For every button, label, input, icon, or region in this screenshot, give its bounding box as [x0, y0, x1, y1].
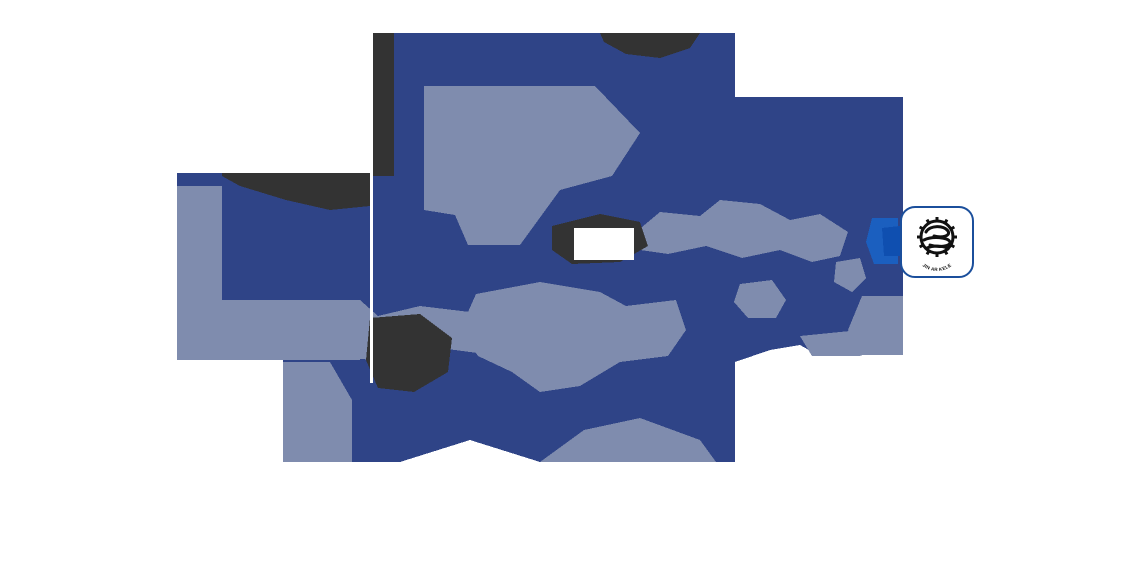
logo-caption: JIN AR KELE [922, 262, 953, 272]
white-cutouts [370, 33, 634, 383]
jin-ar-kele-logo[interactable]: JIN AR KELE [900, 206, 974, 278]
white-patch [574, 228, 634, 260]
swirl-mark [922, 225, 952, 251]
gear-teeth [917, 217, 957, 257]
bright-blue-arrow [866, 218, 900, 264]
gear-swirl-emblem: JIN AR KELE [917, 217, 957, 272]
white-vertical-line [370, 33, 373, 383]
